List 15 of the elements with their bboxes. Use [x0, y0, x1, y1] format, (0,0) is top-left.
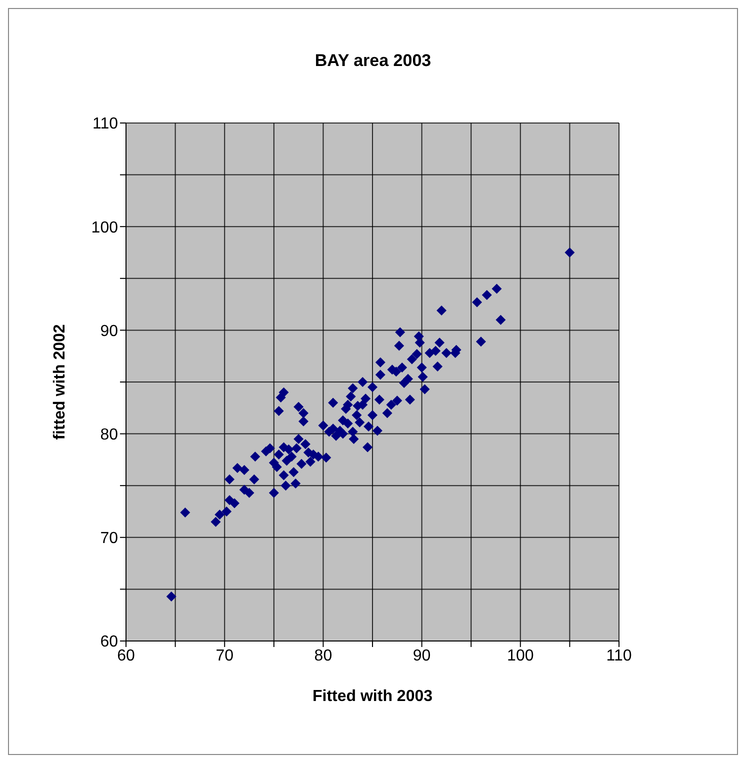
- y-tick-label: 80: [100, 426, 118, 444]
- x-tick-label: 90: [412, 647, 431, 664]
- x-tick-label: 110: [606, 647, 632, 664]
- x-tick-label: 100: [507, 647, 534, 664]
- x-tick-label: 60: [117, 647, 135, 664]
- chart-title: BAY area 2003: [314, 51, 432, 71]
- y-tick-label: 90: [100, 322, 118, 340]
- y-axis-title: fitted with 2002: [52, 324, 69, 440]
- x-axis-title: Fitted with 2003: [312, 688, 433, 705]
- y-tick-label: 100: [91, 219, 118, 236]
- y-tick-label: 110: [92, 116, 118, 133]
- x-tick-label: 70: [216, 647, 234, 664]
- x-tick-label: 80: [314, 647, 332, 664]
- y-tick-label: 60: [100, 634, 118, 651]
- y-tick-label: 70: [100, 530, 118, 548]
